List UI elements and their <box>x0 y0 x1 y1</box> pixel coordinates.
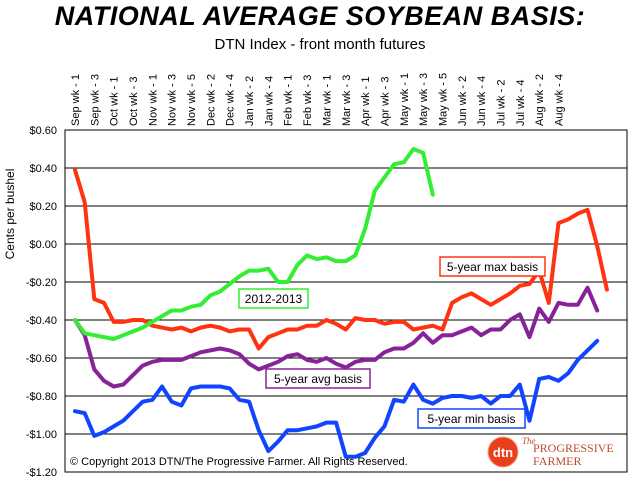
x-tick-label: Dec wk - 2 <box>205 74 217 126</box>
x-tick-label: Dec wk - 4 <box>225 74 237 126</box>
logo-the-text: The <box>522 436 536 446</box>
x-tick-label: Jul wk - 4 <box>515 80 527 126</box>
label-5yr-min-text: 5-year min basis <box>427 412 515 426</box>
y-axis-ticks: $0.60 $0.40 $0.20 $0.00 -$0.20 -$0.40 -$0.60 -$… <box>26 125 57 479</box>
y-tick-label: $0.40 <box>29 163 57 175</box>
series-line-5-year-min-basis <box>73 338 600 459</box>
label-5yr-avg: 5-year avg basis <box>265 368 371 389</box>
x-tick-label: Nov wk - 5 <box>186 74 198 126</box>
label-2012-2013-text: 2012-2013 <box>245 292 303 306</box>
y-tick-label: -$0.60 <box>26 353 57 365</box>
chart-title: NATIONAL AVERAGE SOYBEAN BASIS: <box>54 1 586 31</box>
x-tick-label: Mar wk - 3 <box>341 75 353 126</box>
logo-progressive-text: PROGRESSIVE <box>533 441 614 455</box>
x-tick-label: Oct wk - 1 <box>109 76 121 126</box>
x-tick-label: Aug wk - 2 <box>534 74 546 126</box>
y-tick-label: $0.60 <box>29 125 57 137</box>
x-tick-label: Feb wk - 3 <box>302 75 314 126</box>
x-tick-label: Feb wk - 1 <box>283 75 295 126</box>
chart-subtitle: DTN Index - front month futures <box>214 36 426 53</box>
x-tick-label: Jun wk - 2 <box>457 76 469 126</box>
x-tick-label: Jul wk - 2 <box>495 80 507 126</box>
y-tick-label: -$0.40 <box>26 315 57 327</box>
x-tick-label: Aug wk - 4 <box>554 74 566 126</box>
series-line-5-year-max-basis <box>73 167 609 351</box>
label-2012-2013: 2012-2013 <box>238 288 309 309</box>
x-tick-label: Sep wk - 3 <box>89 74 101 126</box>
y-tick-label: $0.20 <box>29 201 57 213</box>
x-tick-label: May wk - 3 <box>418 73 430 126</box>
label-5yr-avg-text: 5-year avg basis <box>274 372 362 386</box>
progressive-farmer-logo: dtn The PROGRESSIVE FARMER <box>487 436 614 468</box>
series-line-5-year-avg-basis <box>73 285 600 389</box>
x-tick-label: Oct wk - 3 <box>128 76 140 126</box>
logo-farmer-text: FARMER <box>533 454 581 468</box>
dtn-logo-icon <box>488 437 518 467</box>
x-tick-label: Jan wk - 4 <box>263 76 275 126</box>
y-tick-label: -$0.20 <box>26 277 57 289</box>
y-tick-label: -$1.20 <box>26 467 57 479</box>
x-tick-label: Apr wk - 1 <box>360 76 372 126</box>
x-tick-label: Jan wk - 2 <box>244 76 256 126</box>
y-tick-label: -$1.00 <box>26 429 57 441</box>
y-axis-label: Cents per bushel <box>3 169 17 260</box>
y-tick-label: -$0.80 <box>26 391 57 403</box>
dtn-logo-text: dtn <box>493 445 513 460</box>
y-tick-label: $0.00 <box>29 239 57 251</box>
plot-area <box>64 129 628 473</box>
copyright-text: © Copyright 2013 DTN/The Progressive Far… <box>70 456 408 468</box>
label-5yr-max: 5-year max basis <box>439 256 546 277</box>
label-5yr-max-text: 5-year max basis <box>447 260 538 274</box>
series-line-2012-2013 <box>73 147 435 341</box>
x-tick-label: Mar wk - 1 <box>321 75 333 126</box>
x-tick-label: Nov wk - 3 <box>167 74 179 126</box>
series-lines <box>73 147 609 459</box>
x-tick-label: May wk - 5 <box>437 73 449 126</box>
x-axis-ticks: Sep wk - 1 Sep wk - 3 Oct wk - 1 Oct wk - 3… <box>70 73 566 126</box>
label-5yr-min: 5-year min basis <box>417 408 526 429</box>
x-tick-label: Nov wk - 1 <box>147 74 159 126</box>
x-tick-label: May wk - 1 <box>399 73 411 126</box>
x-tick-label: Sep wk - 1 <box>70 74 82 126</box>
x-tick-label: Apr wk - 3 <box>379 76 391 126</box>
x-tick-label: Jun wk - 4 <box>476 76 488 126</box>
